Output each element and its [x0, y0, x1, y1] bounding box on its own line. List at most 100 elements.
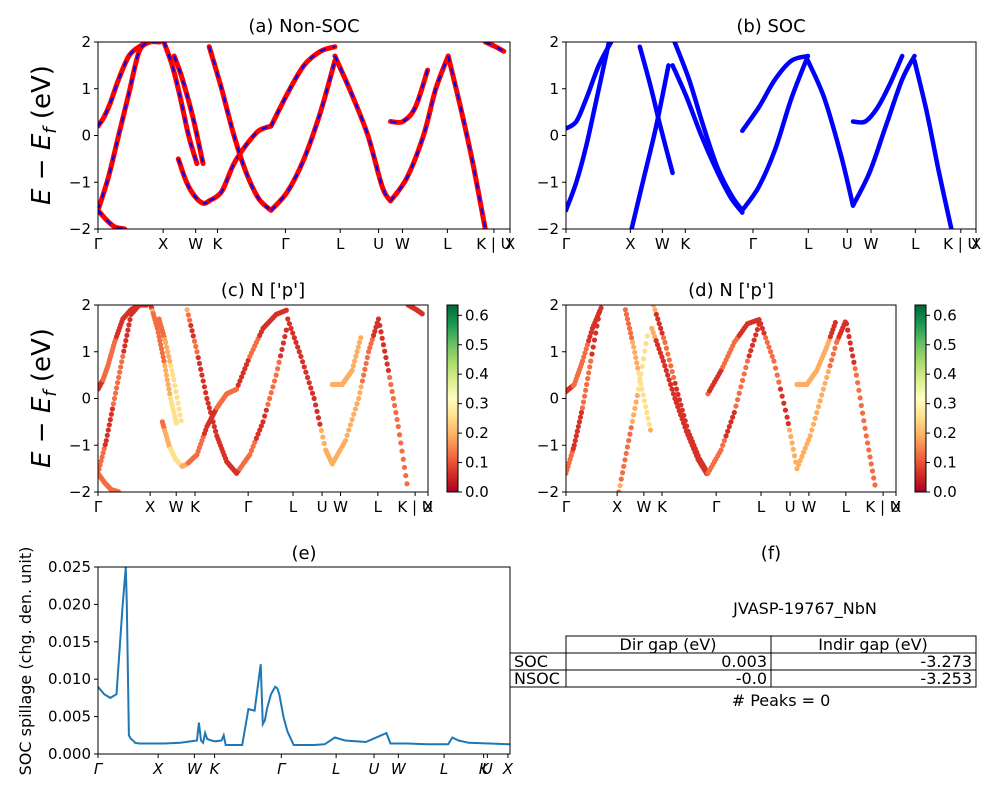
projected-band-point: [810, 421, 817, 427]
projected-band-point: [645, 415, 651, 421]
projected-band-point: [736, 390, 742, 396]
projected-band-point: [174, 394, 180, 400]
projected-band-point: [271, 378, 278, 384]
projected-band-point: [203, 390, 209, 396]
projected-band-point: [379, 335, 385, 341]
xtick-label: L: [332, 760, 340, 778]
projected-band-point: [355, 344, 361, 350]
projected-band-point: [625, 321, 632, 327]
projected-band-point: [189, 328, 195, 334]
projected-band-point: [234, 386, 240, 392]
projected-band-point: [669, 386, 675, 392]
projected-band-point: [157, 338, 163, 344]
colorbar-tick-label: 0.4: [933, 365, 957, 383]
projected-band-point: [812, 415, 818, 421]
projected-band-point: [617, 482, 623, 489]
projected-band-point: [377, 322, 383, 329]
projected-band-point: [769, 353, 775, 360]
projected-band-point: [858, 402, 864, 409]
projected-band-point: [363, 360, 369, 367]
projected-band-point: [819, 392, 825, 398]
projected-band-point: [672, 395, 678, 402]
xtick-label: X: [971, 235, 981, 253]
xtick-label: K: [210, 760, 221, 778]
xtick-label: X: [625, 235, 635, 253]
projected-band-point: [349, 367, 355, 374]
projected-band-point: [639, 363, 645, 369]
projected-band-point: [626, 325, 633, 331]
projected-band-point: [754, 326, 761, 333]
projected-band-point: [822, 380, 828, 386]
projected-band-point: [391, 402, 398, 409]
projected-band-point: [663, 345, 670, 351]
projected-band-point: [581, 393, 588, 399]
projected-band-point: [581, 354, 587, 360]
xtick-label: W: [188, 235, 203, 253]
projected-band-point: [344, 432, 350, 438]
projected-band-point: [188, 322, 194, 329]
projected-band-point: [666, 357, 672, 363]
projected-band-point: [587, 333, 593, 340]
projected-band-point: [112, 390, 119, 396]
projected-band-point: [863, 433, 869, 439]
xtick-label: X: [891, 498, 901, 516]
projected-band-point: [634, 360, 640, 366]
projected-band-point: [824, 374, 830, 381]
projected-band-point: [598, 305, 604, 311]
ytick-label: 0.020: [48, 595, 91, 613]
projected-band-point: [725, 428, 731, 434]
projected-band-point: [248, 447, 255, 454]
projected-band-point: [748, 347, 754, 354]
xtick-label: Γ: [94, 498, 103, 516]
projected-band-point: [190, 333, 196, 339]
projected-band-point: [805, 437, 812, 443]
projected-band-point: [676, 408, 682, 414]
projected-band-point: [847, 340, 853, 346]
projected-band-point: [619, 470, 626, 476]
projected-band-point: [184, 307, 190, 313]
colorbar-tick-label: 0.2: [933, 424, 957, 442]
projected-band-point: [351, 358, 358, 364]
projected-band-point: [350, 363, 356, 369]
projected-band-point: [301, 364, 307, 370]
xtick-label: L: [911, 235, 920, 253]
projected-band-point: [385, 367, 391, 374]
projected-band-point: [253, 435, 259, 441]
projected-band-point: [135, 305, 141, 309]
projected-band-point: [739, 377, 746, 383]
projected-band-point: [118, 364, 124, 370]
projected-band-point: [576, 419, 583, 425]
projected-band-point: [827, 363, 833, 369]
projected-band-point: [652, 333, 658, 340]
ytick-label: −2: [537, 483, 559, 501]
projected-band-point: [643, 340, 649, 347]
xtick-label: L: [374, 498, 383, 516]
projected-band-point: [245, 357, 251, 364]
projected-band-point: [167, 391, 173, 397]
projected-band-point: [646, 421, 652, 427]
projected-band-point: [186, 317, 193, 323]
projected-band-point: [389, 388, 395, 395]
panel-a-yticks: 2 1 0 −1 −2: [69, 33, 98, 238]
ytick-label: 0.025: [48, 558, 91, 576]
xtick-label: L: [757, 498, 766, 516]
panel-d-yticks: 2 1 0 −1 −2: [537, 296, 566, 501]
xtick-label: W: [801, 498, 816, 516]
projected-band-point: [283, 327, 289, 333]
projected-band-point: [799, 453, 805, 459]
xtick-label: U: [842, 235, 853, 253]
projected-band-point: [650, 305, 657, 308]
projected-band-point: [104, 432, 110, 438]
xtick-label: X: [423, 498, 433, 516]
projected-band-point: [164, 377, 170, 383]
projected-band-point: [123, 338, 129, 344]
projected-band-point: [121, 348, 127, 354]
projected-band-point: [300, 359, 306, 365]
projected-band-point: [369, 336, 375, 343]
projected-band-point: [296, 349, 302, 355]
band-line-soc-overlay: [173, 55, 205, 164]
